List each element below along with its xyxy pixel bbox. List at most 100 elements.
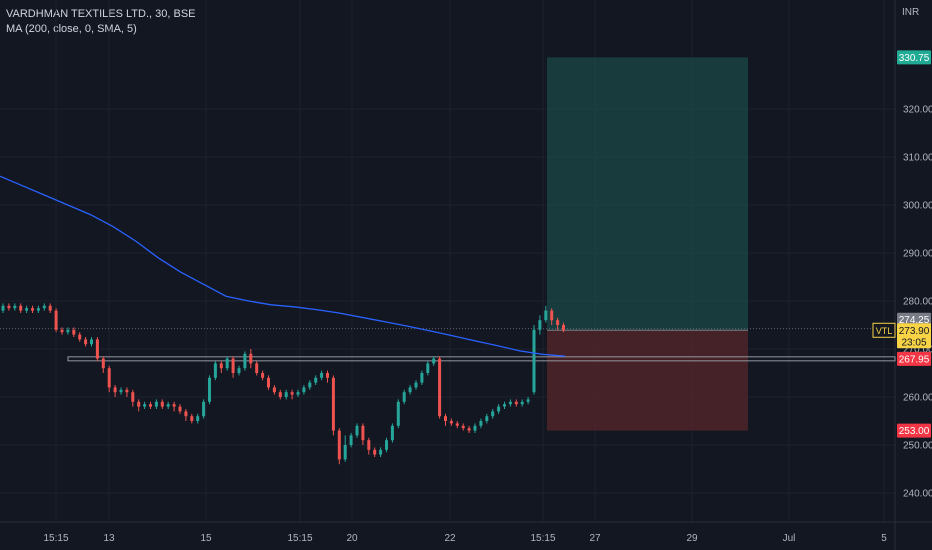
candle-body[interactable] bbox=[107, 368, 111, 388]
candle-body[interactable] bbox=[125, 389, 129, 393]
candle-body[interactable] bbox=[172, 404, 176, 407]
candle-body[interactable] bbox=[267, 377, 270, 388]
candle-body[interactable] bbox=[438, 358, 442, 417]
candle-body[interactable] bbox=[225, 358, 229, 369]
candle-body[interactable] bbox=[261, 373, 265, 378]
candle-body[interactable] bbox=[60, 329, 64, 333]
candle-body[interactable] bbox=[149, 404, 152, 407]
candle-body[interactable] bbox=[25, 308, 29, 311]
candle-body[interactable] bbox=[337, 430, 341, 460]
candle-body[interactable] bbox=[544, 310, 548, 321]
candle-body[interactable] bbox=[361, 425, 365, 441]
candle-body[interactable] bbox=[231, 358, 235, 373]
candle-body[interactable] bbox=[379, 449, 383, 455]
candle-body[interactable] bbox=[343, 445, 347, 460]
candle-body[interactable] bbox=[396, 401, 400, 426]
candle-body[interactable] bbox=[461, 425, 465, 429]
candle-body[interactable] bbox=[1, 305, 5, 311]
candle-body[interactable] bbox=[331, 377, 335, 431]
candle-body[interactable] bbox=[101, 358, 105, 369]
candle-body[interactable] bbox=[154, 401, 158, 407]
candle-body[interactable] bbox=[508, 401, 512, 405]
candle-body[interactable] bbox=[31, 308, 34, 311]
candle-body[interactable] bbox=[426, 363, 430, 373]
candle-body[interactable] bbox=[296, 392, 300, 395]
candle-body[interactable] bbox=[503, 404, 506, 407]
candle-body[interactable] bbox=[420, 373, 424, 383]
candle-body[interactable] bbox=[408, 387, 412, 393]
candle-body[interactable] bbox=[514, 401, 518, 405]
candle-body[interactable] bbox=[373, 449, 377, 455]
candle-body[interactable] bbox=[355, 425, 359, 436]
candle-body[interactable] bbox=[7, 305, 11, 309]
candle-body[interactable] bbox=[302, 387, 306, 393]
candle-body[interactable] bbox=[349, 435, 353, 445]
candle-body[interactable] bbox=[255, 363, 259, 373]
profit-zone[interactable] bbox=[547, 57, 748, 331]
candle-body[interactable] bbox=[520, 401, 524, 405]
candle-body[interactable] bbox=[491, 411, 495, 417]
candle-body[interactable] bbox=[42, 305, 46, 309]
candle-body[interactable] bbox=[243, 353, 247, 369]
candle-body[interactable] bbox=[113, 387, 117, 393]
candle-body[interactable] bbox=[278, 392, 282, 397]
candle-body[interactable] bbox=[66, 329, 70, 333]
candle-body[interactable] bbox=[455, 423, 459, 426]
candle-body[interactable] bbox=[219, 363, 223, 369]
ma-200-line[interactable] bbox=[0, 175, 566, 357]
candle-body[interactable] bbox=[320, 373, 324, 378]
candle-body[interactable] bbox=[131, 392, 135, 402]
candle-body[interactable] bbox=[326, 373, 329, 378]
candle-body[interactable] bbox=[385, 440, 388, 450]
candle-body[interactable] bbox=[19, 305, 23, 311]
candle-body[interactable] bbox=[308, 382, 312, 388]
candle-body[interactable] bbox=[550, 310, 554, 321]
candle-body[interactable] bbox=[213, 363, 217, 378]
candle-body[interactable] bbox=[166, 404, 170, 407]
candle-body[interactable] bbox=[526, 399, 530, 402]
candle-body[interactable] bbox=[479, 421, 483, 426]
candle-body[interactable] bbox=[184, 411, 188, 417]
candle-body[interactable] bbox=[119, 389, 123, 393]
candle-body[interactable] bbox=[208, 377, 211, 402]
candle-body[interactable] bbox=[84, 339, 88, 345]
candle-body[interactable] bbox=[414, 382, 418, 388]
candle-body[interactable] bbox=[72, 329, 76, 335]
candle-body[interactable] bbox=[532, 329, 536, 393]
support-zone[interactable] bbox=[67, 356, 896, 362]
candle-body[interactable] bbox=[538, 320, 542, 330]
candle-body[interactable] bbox=[13, 305, 17, 309]
candle-body[interactable] bbox=[497, 406, 501, 412]
candle-body[interactable] bbox=[444, 416, 447, 421]
candle-body[interactable] bbox=[95, 339, 99, 359]
candle-body[interactable] bbox=[556, 320, 560, 325]
candle-body[interactable] bbox=[467, 428, 471, 431]
candle-body[interactable] bbox=[143, 404, 147, 407]
candle-body[interactable] bbox=[160, 401, 164, 407]
candle-body[interactable] bbox=[290, 392, 294, 395]
candle-body[interactable] bbox=[190, 416, 194, 421]
candle-body[interactable] bbox=[48, 305, 52, 311]
candle-body[interactable] bbox=[237, 368, 241, 373]
candle-body[interactable] bbox=[178, 406, 182, 412]
candle-body[interactable] bbox=[78, 334, 82, 340]
candle-body[interactable] bbox=[36, 308, 40, 311]
loss-zone[interactable] bbox=[547, 330, 748, 431]
candle-body[interactable] bbox=[272, 387, 276, 393]
candle-body[interactable] bbox=[90, 339, 93, 345]
candle-body[interactable] bbox=[196, 416, 200, 421]
candle-body[interactable] bbox=[402, 392, 406, 402]
candle-body[interactable] bbox=[284, 392, 288, 397]
candle-body[interactable] bbox=[485, 416, 489, 421]
candle-body[interactable] bbox=[249, 353, 253, 364]
candle-body[interactable] bbox=[54, 310, 58, 330]
candle-body[interactable] bbox=[449, 421, 453, 424]
candle-body[interactable] bbox=[562, 325, 565, 331]
candle-body[interactable] bbox=[314, 377, 318, 383]
candle-body[interactable] bbox=[202, 401, 206, 417]
candle-body[interactable] bbox=[473, 425, 477, 431]
candle-body[interactable] bbox=[367, 440, 371, 450]
candle-body[interactable] bbox=[432, 358, 436, 364]
candle-body[interactable] bbox=[137, 401, 141, 407]
